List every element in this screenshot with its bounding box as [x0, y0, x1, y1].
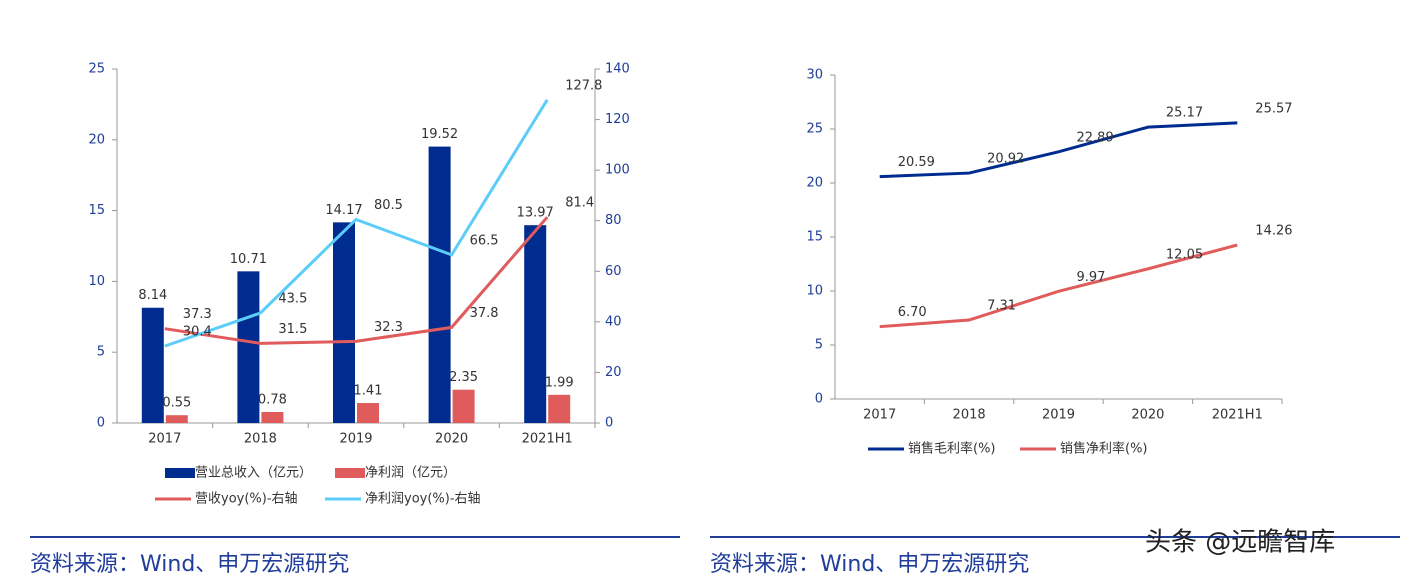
y-tick-label: 30	[806, 68, 823, 83]
line	[164, 216, 549, 345]
value-label: 1.99	[545, 375, 574, 390]
value-label: 31.5	[278, 322, 307, 337]
y-tick-label: 10	[88, 274, 105, 289]
bar	[261, 411, 284, 423]
value-label: 20.92	[987, 152, 1024, 167]
y-tick-label: 0	[815, 392, 823, 407]
bar	[428, 146, 451, 423]
bar	[357, 403, 379, 423]
value-label: 0.55	[162, 396, 191, 411]
value-label: 12.05	[1166, 247, 1203, 262]
y-tick-label: 5	[815, 338, 823, 353]
source: 资料来源：Wind、申万宏源研究	[710, 552, 1029, 577]
legend-label: 销售毛利率(%)	[908, 441, 996, 457]
x-tick-label: 2017	[148, 432, 181, 447]
value-label: 13.97	[517, 206, 554, 221]
value-label: 8.14	[138, 288, 167, 303]
value-label: 1.41	[354, 384, 383, 399]
x-tick-label: 2020	[1131, 408, 1164, 423]
y2-tick-label: 80	[605, 213, 622, 228]
legend-label: 净利润yoy(%)-右轴	[365, 492, 481, 507]
y-tick-label: 15	[88, 203, 105, 218]
value-label: 43.5	[278, 292, 307, 307]
legend-swatch	[335, 468, 365, 478]
x-tick-label: 2021H1	[1212, 408, 1263, 423]
y2-tick-label: 20	[605, 365, 622, 380]
y-tick-label: 25	[88, 62, 105, 77]
legend-swatch	[165, 468, 195, 478]
y-tick-label: 10	[806, 284, 823, 299]
y-tick-label: 25	[806, 122, 823, 137]
bar	[333, 222, 355, 423]
value-label: 30.4	[183, 325, 212, 340]
watermark: 头条 @远瞻智库	[1145, 528, 1335, 558]
y-tick-label: 15	[806, 230, 823, 245]
x-tick-label: 2020	[435, 432, 468, 447]
bar	[141, 307, 164, 423]
value-label: 25.57	[1255, 101, 1292, 116]
bar	[524, 225, 547, 423]
value-label: 127.8	[565, 78, 602, 93]
value-label: 0.78	[258, 392, 287, 407]
value-label: 7.31	[987, 299, 1016, 314]
legend-label: 销售净利率(%)	[1060, 441, 1148, 457]
legend-label: 营收yoy(%)-右轴	[195, 492, 298, 507]
line	[164, 99, 549, 348]
value-label: 32.3	[374, 320, 403, 335]
y-tick-label: 20	[806, 176, 823, 191]
value-label: 20.59	[898, 155, 935, 170]
x-tick-label: 2018	[953, 408, 986, 423]
x-tick-label: 2017	[863, 408, 896, 423]
value-label: 22.89	[1077, 130, 1114, 145]
value-label: 2.35	[449, 370, 478, 385]
value-label: 80.5	[374, 198, 403, 213]
value-label: 10.71	[230, 252, 267, 267]
y2-tick-label: 40	[605, 314, 622, 329]
value-label: 14.17	[325, 203, 362, 218]
y2-tick-label: 140	[605, 62, 630, 77]
bar	[548, 394, 571, 423]
y-tick-label: 5	[97, 345, 105, 360]
legend-label: 营业总收入（亿元）	[195, 466, 312, 481]
bar	[165, 415, 188, 423]
value-label: 37.8	[470, 306, 499, 321]
y-tick-label: 0	[97, 416, 105, 431]
value-label: 9.97	[1077, 270, 1106, 285]
x-tick-label: 2019	[339, 432, 372, 447]
value-label: 25.17	[1166, 106, 1203, 121]
value-label: 37.3	[183, 307, 212, 322]
legend-label: 净利润（亿元）	[365, 466, 456, 481]
y2-tick-label: 0	[605, 416, 613, 431]
y-tick-label: 20	[88, 132, 105, 147]
bar	[452, 389, 475, 423]
source: 资料来源：Wind、申万宏源研究	[30, 552, 349, 577]
x-tick-label: 2018	[244, 432, 277, 447]
value-label: 66.5	[470, 233, 499, 248]
value-label: 6.70	[898, 305, 927, 320]
value-label: 81.4	[565, 196, 594, 211]
y2-tick-label: 120	[605, 112, 630, 127]
line	[879, 121, 1238, 179]
x-tick-label: 2019	[1042, 408, 1075, 423]
x-tick-label: 2021H1	[522, 432, 573, 447]
bar	[237, 271, 260, 423]
value-label: 19.52	[421, 127, 458, 142]
y2-tick-label: 100	[605, 163, 630, 178]
y2-tick-label: 60	[605, 264, 622, 279]
line	[879, 243, 1238, 329]
value-label: 14.26	[1255, 223, 1292, 238]
